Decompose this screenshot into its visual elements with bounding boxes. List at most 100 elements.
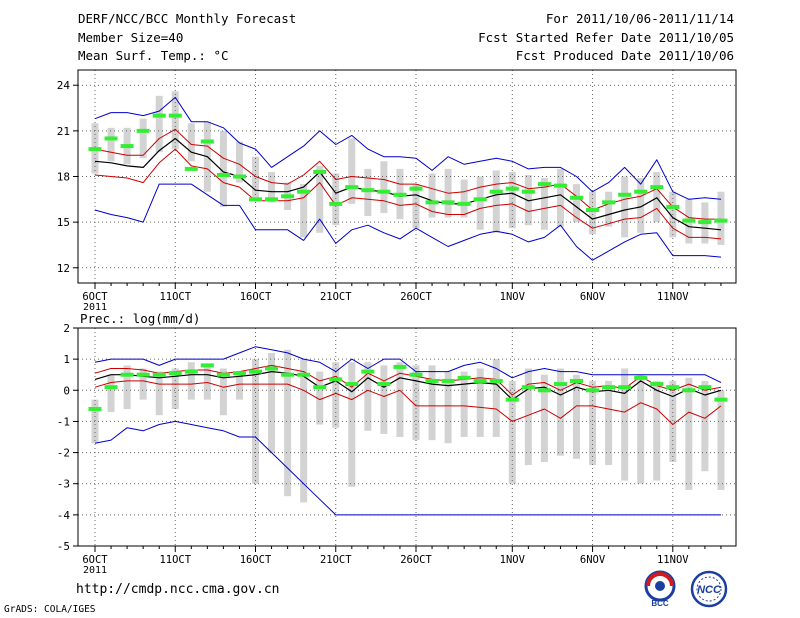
prec-box-3 xyxy=(139,368,147,400)
temp-median-4 xyxy=(152,113,166,118)
temp-median-14 xyxy=(313,169,327,174)
prec-xtick-label-6: 6NOV xyxy=(580,554,606,566)
prec-box-32 xyxy=(605,380,613,466)
prec-box-24 xyxy=(476,368,484,437)
temp-box-4 xyxy=(155,95,163,153)
temp-box-21 xyxy=(428,173,436,218)
prec-ytick-label-5: 0 xyxy=(63,384,70,397)
prec-median-2 xyxy=(120,372,134,377)
temp-median-39 xyxy=(714,218,728,223)
prec-box-20 xyxy=(412,365,420,441)
prec-xtick-label-1: 11OCT xyxy=(159,554,191,566)
prec-median-25 xyxy=(489,378,503,383)
temp-ytick-label-0: 12 xyxy=(57,262,70,275)
temp-box-32 xyxy=(605,191,613,227)
variable-label: Mean Surf. Temp.: °C xyxy=(78,48,229,63)
temp-median-23 xyxy=(457,201,471,206)
prec-box-13 xyxy=(300,359,308,503)
prec-ytick-label-4: -1 xyxy=(57,415,70,428)
prec-median-5 xyxy=(168,371,182,376)
prec-xtick-year-label: 2011 xyxy=(83,565,107,576)
ncc-logo: NCC xyxy=(690,570,728,608)
prec-median-28 xyxy=(537,388,551,393)
temp-box-23 xyxy=(460,179,468,218)
prec-box-17 xyxy=(364,362,372,431)
prec-box-30 xyxy=(573,374,580,459)
temp-xtick-label-6: 6NOV xyxy=(580,291,606,303)
prec-ytick-label-2: -3 xyxy=(57,478,70,491)
temp-median-10 xyxy=(249,197,262,202)
temp-box-33 xyxy=(621,176,629,238)
temp-xtick-label-3: 21OCT xyxy=(320,291,352,303)
precip-title: Prec.: log(mm/d) xyxy=(80,311,200,326)
temp-ens-max-line xyxy=(94,96,722,200)
prec-xtick-label-7: 11NOV xyxy=(657,554,689,566)
temp-median-9 xyxy=(232,174,246,179)
temp-box-14 xyxy=(316,165,324,233)
prec-median-32 xyxy=(602,385,616,390)
prec-xtick-label-5: 1NOV xyxy=(500,554,526,566)
prec-median-16 xyxy=(345,382,359,387)
chart-title: DERF/NCC/BCC Monthly Forecast xyxy=(78,11,297,26)
temp-median-34 xyxy=(634,189,648,194)
temp-median-33 xyxy=(618,192,632,197)
prec-box-34 xyxy=(637,374,645,484)
prec-box-2 xyxy=(123,365,131,409)
prec-median-38 xyxy=(698,385,712,390)
prec-median-24 xyxy=(473,378,487,383)
forecast-period: For 2011/10/06-2011/11/14 xyxy=(545,11,734,26)
prec-box-8 xyxy=(219,368,227,416)
prec-box-27 xyxy=(524,368,532,466)
temp-median-38 xyxy=(698,220,712,225)
prec-ens-max-line xyxy=(94,346,722,383)
temp-median-0 xyxy=(88,147,102,152)
temp-median-19 xyxy=(393,192,407,197)
prec-xtick-label-3: 21OCT xyxy=(320,554,352,566)
prec-box-16 xyxy=(348,362,356,487)
temp-ytick-label-3: 21 xyxy=(57,125,70,138)
temp-box-9 xyxy=(235,141,243,183)
ncc-logo-text: NCC xyxy=(697,584,722,596)
prec-spread-high-line xyxy=(94,364,722,396)
prec-median-8 xyxy=(216,372,230,377)
temp-box-29 xyxy=(556,168,564,227)
temp-median-24 xyxy=(473,197,487,202)
temp-median-28 xyxy=(537,182,551,187)
prec-median-39 xyxy=(714,397,728,402)
temp-median-11 xyxy=(265,197,279,202)
prec-box-25 xyxy=(492,359,500,437)
temp-box-17 xyxy=(364,168,372,217)
temp-box-30 xyxy=(573,184,580,223)
temp-box-18 xyxy=(380,161,388,214)
temp-median-25 xyxy=(489,189,503,194)
temp-median-16 xyxy=(345,185,359,190)
prec-median-11 xyxy=(265,366,279,371)
prec-median-22 xyxy=(441,378,455,383)
prec-median-34 xyxy=(634,375,648,380)
prec-box-4 xyxy=(155,371,163,416)
source-url[interactable]: http://cmdp.ncc.cma.gov.cn xyxy=(76,582,280,597)
temp-box-3 xyxy=(139,118,147,159)
prec-ytick-label-1: -4 xyxy=(57,509,71,522)
prec-box-23 xyxy=(460,371,468,437)
prec-ytick-label-6: 1 xyxy=(63,353,70,366)
prec-box-14 xyxy=(316,371,324,425)
temp-median-18 xyxy=(377,189,391,194)
temp-median-27 xyxy=(521,189,535,194)
prec-median-17 xyxy=(361,369,375,374)
temp-median-17 xyxy=(361,188,375,193)
temp-ytick-label-1: 15 xyxy=(57,216,70,229)
temp-median-26 xyxy=(505,186,519,191)
prec-median-37 xyxy=(682,388,696,393)
temp-xtick-year-label: 2011 xyxy=(83,302,107,313)
temp-median-30 xyxy=(570,195,583,200)
bcc-logo-text: BCC xyxy=(651,599,669,608)
prec-median-7 xyxy=(200,363,214,368)
prec-box-6 xyxy=(187,362,195,400)
temp-box-16 xyxy=(348,138,356,204)
prec-median-30 xyxy=(570,378,583,383)
temp-median-22 xyxy=(441,200,455,205)
temp-box-31 xyxy=(589,191,597,235)
prec-median-13 xyxy=(297,372,311,377)
